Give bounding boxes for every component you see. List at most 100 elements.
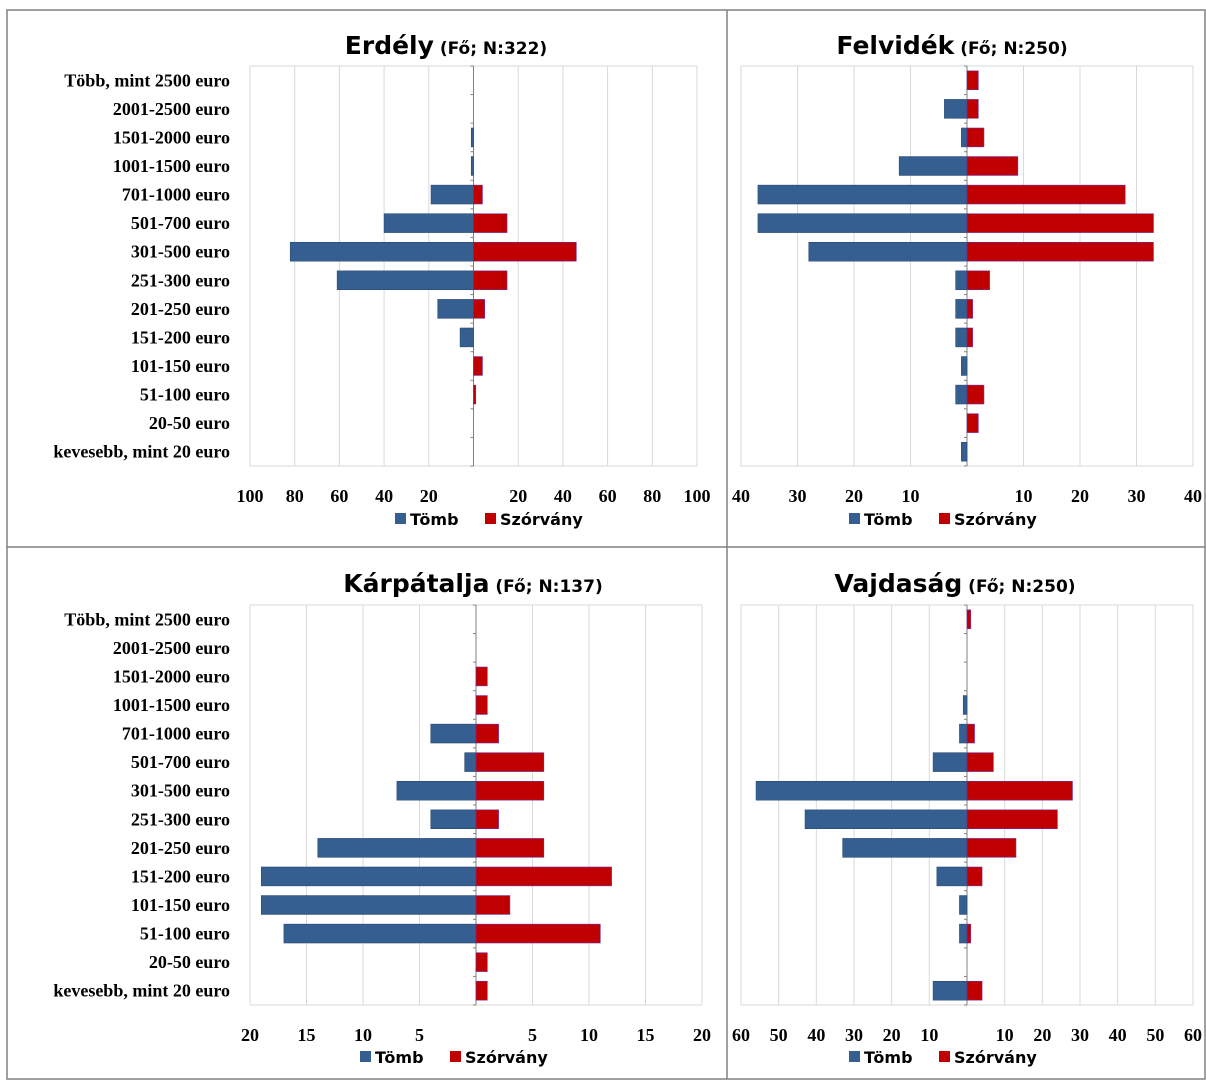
bar-tomb: [898, 156, 968, 176]
category-label: 151-200 euro: [131, 866, 230, 886]
category-label: 2001-2500 euro: [113, 99, 230, 119]
chart-title-name: Vajdaság: [834, 569, 962, 598]
x-tick-label: 80: [643, 486, 661, 506]
x-tick-label: 5: [415, 1025, 424, 1045]
x-tick-label: 40: [1109, 1025, 1127, 1045]
x-tick-label: 20: [241, 1025, 259, 1045]
bar-tomb: [260, 866, 477, 887]
bar-tomb: [396, 780, 477, 801]
x-tick-label: 40: [375, 486, 393, 506]
bar-tomb: [804, 809, 968, 830]
legend-label-szorvany: Szórvány: [465, 1048, 548, 1067]
bar-tomb: [955, 299, 968, 319]
bar-szorvany: [966, 184, 1126, 205]
bar-szorvany: [475, 666, 488, 687]
bar-tomb: [955, 327, 968, 348]
legend: Tömb Szórvány: [395, 510, 583, 529]
category-label: 51-100 euro: [140, 924, 230, 944]
category-label: 251-300 euro: [131, 809, 230, 829]
bar-szorvany: [475, 952, 488, 972]
category-label: 501-700 euro: [131, 213, 230, 233]
chart-subtitle: (Fő; N:250): [954, 39, 1067, 59]
bar-szorvany: [966, 299, 973, 319]
bar-tomb: [283, 923, 477, 944]
legend-swatch-szorvany: [485, 513, 496, 524]
bar-tomb: [936, 866, 968, 887]
bar-szorvany: [475, 780, 545, 801]
category-label: 1501-2000 euro: [113, 666, 230, 686]
bar-szorvany: [966, 980, 983, 1001]
category-label: 201-250 euro: [131, 838, 230, 858]
bar-tomb: [959, 923, 968, 944]
bar-szorvany: [473, 384, 477, 405]
category-label: 701-1000 euro: [122, 724, 230, 744]
bar-tomb: [955, 384, 968, 405]
legend-label-szorvany: Szórvány: [954, 510, 1037, 529]
bar-tomb: [944, 99, 968, 119]
x-tick-label: 60: [732, 1025, 750, 1045]
bar-tomb: [959, 723, 968, 744]
x-tick-label: 10: [996, 1025, 1014, 1045]
category-label: 1001-1500 euro: [113, 695, 230, 715]
x-tick-label: 40: [1184, 486, 1202, 506]
legend-label-tomb: Tömb: [864, 1048, 913, 1067]
x-tick-label: 80: [286, 486, 304, 506]
bar-tomb: [842, 838, 968, 858]
chart-title: Vajdaság (Fő; N:250): [834, 569, 1075, 598]
chart-title: Erdély (Fő; N:322): [345, 31, 547, 60]
bar-szorvany: [475, 866, 612, 887]
x-tick-label: 30: [1071, 1025, 1089, 1045]
legend-swatch-szorvany: [939, 1051, 950, 1062]
legend-swatch-szorvany: [450, 1051, 461, 1062]
bar-tomb: [959, 895, 968, 915]
legend-label-tomb: Tömb: [410, 510, 459, 529]
bar-tomb: [470, 156, 474, 176]
bar-tomb: [260, 895, 477, 915]
bar-szorvany: [475, 980, 488, 1001]
x-tick-label: 20: [883, 1025, 901, 1045]
category-label: 20-50 euro: [149, 952, 230, 972]
legend-swatch-tomb: [360, 1051, 371, 1062]
bar-szorvany: [966, 752, 994, 772]
bar-szorvany: [966, 866, 983, 887]
chart-panel-1: Erdély (Fő; N:322) Több, mint 2500 euro 20…: [53, 31, 710, 529]
x-tick-label: 10: [580, 1025, 598, 1045]
bar-tomb: [470, 127, 474, 148]
x-tick-label: 20: [420, 486, 438, 506]
bar-szorvany: [966, 780, 1073, 801]
bar-szorvany: [473, 184, 483, 205]
legend-swatch-tomb: [395, 513, 406, 524]
bar-szorvany: [473, 356, 483, 376]
x-tick-label: 15: [298, 1025, 316, 1045]
bar-tomb: [757, 213, 968, 233]
bar-tomb: [962, 695, 968, 715]
bar-szorvany: [966, 413, 979, 433]
x-tick-label: 40: [732, 486, 750, 506]
legend-label-szorvany: Szórvány: [954, 1048, 1037, 1067]
chart-title-name: Kárpátalja: [343, 569, 489, 598]
legend-label-tomb: Tömb: [864, 510, 913, 529]
bar-tomb: [430, 184, 474, 205]
category-label: 20-50 euro: [149, 413, 230, 433]
bar-szorvany: [475, 695, 488, 715]
bar-szorvany: [966, 99, 979, 119]
category-label: 2001-2500 euro: [113, 638, 230, 658]
category-label: 251-300 euro: [131, 270, 230, 290]
bar-szorvany: [475, 752, 545, 772]
x-tick-label: 15: [637, 1025, 655, 1045]
chart-panel-4: Vajdaság (Fő; N:250) 60 50 40 30 20 10 10 20 30 40…: [732, 569, 1202, 1067]
chart-title-name: Erdély: [345, 31, 434, 60]
chart-title: Felvidék (Fő; N:250): [836, 31, 1067, 60]
bar-tomb: [932, 980, 968, 1001]
bar-szorvany: [475, 723, 499, 744]
bar-szorvany: [966, 384, 985, 405]
chart-subtitle: (Fő; N:322): [434, 39, 547, 59]
chart-title-name: Felvidék: [836, 31, 955, 60]
x-tick-label: 10: [902, 486, 920, 506]
legend-swatch-szorvany: [939, 513, 950, 524]
bar-tomb: [430, 809, 477, 830]
x-tick-label: 30: [1128, 486, 1146, 506]
bar-tomb: [755, 780, 968, 801]
x-tick-label: 100: [684, 486, 711, 506]
